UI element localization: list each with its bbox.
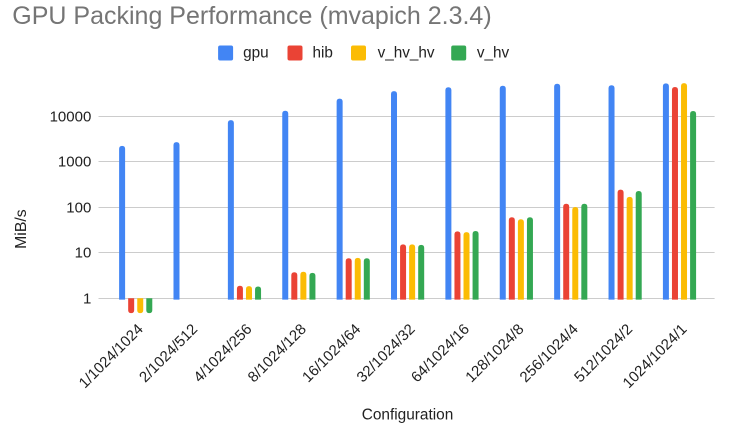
svg-text:MiB/s: MiB/s bbox=[13, 209, 30, 249]
svg-text:1000: 1000 bbox=[58, 154, 91, 171]
svg-text:v_hv: v_hv bbox=[477, 44, 510, 61]
svg-text:1: 1 bbox=[83, 291, 91, 308]
svg-text:10000: 10000 bbox=[50, 109, 92, 126]
svg-text:hib: hib bbox=[313, 44, 333, 61]
svg-text:v_hv_hv: v_hv_hv bbox=[378, 44, 435, 61]
svg-text:gpu: gpu bbox=[243, 44, 269, 61]
svg-text:10: 10 bbox=[75, 245, 92, 262]
svg-text:GPU Packing Performance (mvapi: GPU Packing Performance (mvapich 2.3.4) bbox=[12, 2, 491, 30]
svg-text:Configuration: Configuration bbox=[362, 406, 454, 423]
svg-text:100: 100 bbox=[66, 200, 91, 217]
